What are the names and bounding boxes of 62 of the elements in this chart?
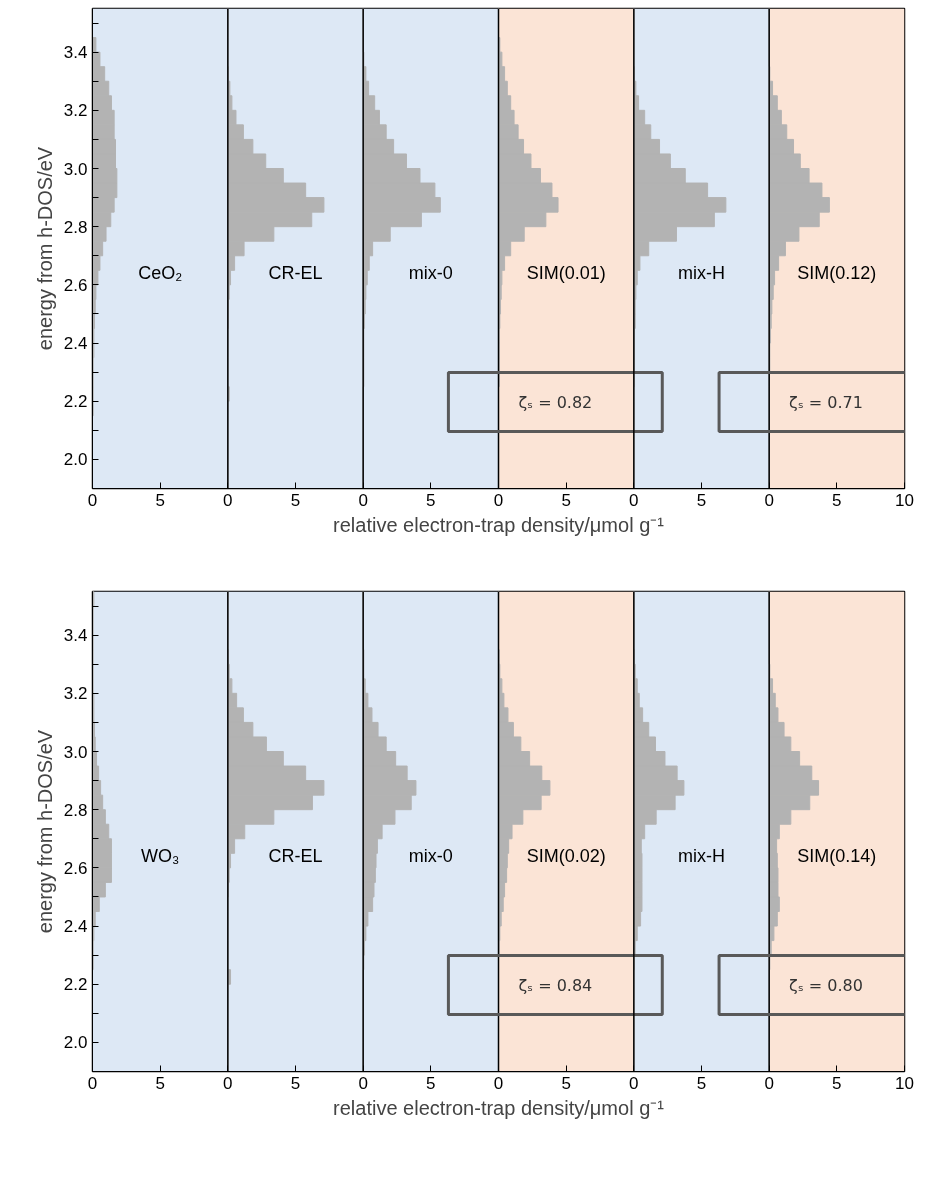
- x-tick-label: 5: [290, 1073, 301, 1093]
- x-tick-label: 0: [493, 1073, 504, 1093]
- x-tick-label: 5: [155, 490, 165, 510]
- x-tick-label: 5: [696, 490, 707, 510]
- text: mix-H: [678, 262, 726, 283]
- x-tick-label: 0: [764, 1073, 774, 1093]
- text: CeO₂: [138, 262, 183, 283]
- x-axis-title: relative electron-trap density/μmol g⁻¹: [333, 513, 665, 536]
- annotation: ζₛ = 0.84: [518, 975, 593, 995]
- annotation: ζₛ = 0.80: [789, 975, 863, 995]
- y-tick-label: 3.2: [63, 684, 88, 704]
- x-tick-label: 5: [561, 1073, 571, 1093]
- y-axis-title: energy from h-DOS/eV: [33, 146, 56, 351]
- x-tick-label: 5: [832, 1073, 842, 1093]
- x-tick-label: 5: [290, 490, 301, 510]
- x-tick-label: 5: [561, 490, 571, 510]
- text: WO₃: [141, 845, 180, 866]
- x-tick-label: 0: [87, 490, 98, 510]
- y-tick-label: 3.2: [63, 101, 88, 121]
- y-tick-label: 3.4: [63, 43, 88, 63]
- text: CR-EL: [268, 262, 323, 283]
- y-tick-label: 3.0: [63, 159, 88, 179]
- text: SIM(0.01): [526, 262, 606, 283]
- y-tick-label: 2.0: [63, 450, 88, 470]
- y-tick-label: 2.0: [63, 1033, 88, 1053]
- y-tick-label: 2.8: [63, 217, 88, 237]
- annotation: ζₛ = 0.82: [518, 392, 593, 412]
- y-tick-label: 3.0: [63, 742, 88, 762]
- x-tick-label: 0: [223, 490, 233, 510]
- x-tick-label: 0: [358, 1073, 368, 1093]
- x-tick-label: 5: [155, 1073, 165, 1093]
- text: SIM(0.12): [797, 262, 877, 283]
- y-tick-label: 2.4: [63, 334, 88, 354]
- x-tick-label: 0: [629, 1073, 639, 1093]
- y-tick-label: 3.4: [63, 626, 88, 646]
- x-tick-label: 5: [426, 1073, 436, 1093]
- x-tick-label: 0: [358, 490, 368, 510]
- x-tick-label: 10: [895, 490, 914, 510]
- x-tick-label: 0: [764, 490, 774, 510]
- x-tick-label: 0: [629, 490, 639, 510]
- x-tick-label: 0: [87, 1073, 98, 1093]
- y-tick-label: 2.6: [63, 858, 88, 878]
- annotation: ζₛ = 0.71: [789, 392, 863, 412]
- text: SIM(0.02): [526, 845, 606, 866]
- x-tick-label: 10: [895, 1073, 914, 1093]
- x-tick-label: 5: [426, 490, 436, 510]
- y-tick-label: 2.2: [63, 975, 88, 995]
- x-tick-label: 0: [493, 490, 504, 510]
- y-axis-title: energy from h-DOS/eV: [33, 729, 56, 934]
- y-tick-label: 2.4: [63, 917, 88, 937]
- text: mix-0: [408, 262, 453, 283]
- x-tick-label: 0: [223, 1073, 233, 1093]
- y-tick-label: 2.2: [63, 392, 88, 412]
- y-tick-label: 2.8: [63, 800, 88, 820]
- text: mix-0: [408, 845, 453, 866]
- text: mix-H: [678, 845, 726, 866]
- x-tick-label: 5: [832, 490, 842, 510]
- text: CR-EL: [268, 845, 323, 866]
- x-axis-title: relative electron-trap density/μmol g⁻¹: [333, 1096, 665, 1119]
- y-tick-label: 2.6: [63, 275, 88, 295]
- x-tick-label: 5: [696, 1073, 707, 1093]
- text: SIM(0.14): [797, 845, 877, 866]
